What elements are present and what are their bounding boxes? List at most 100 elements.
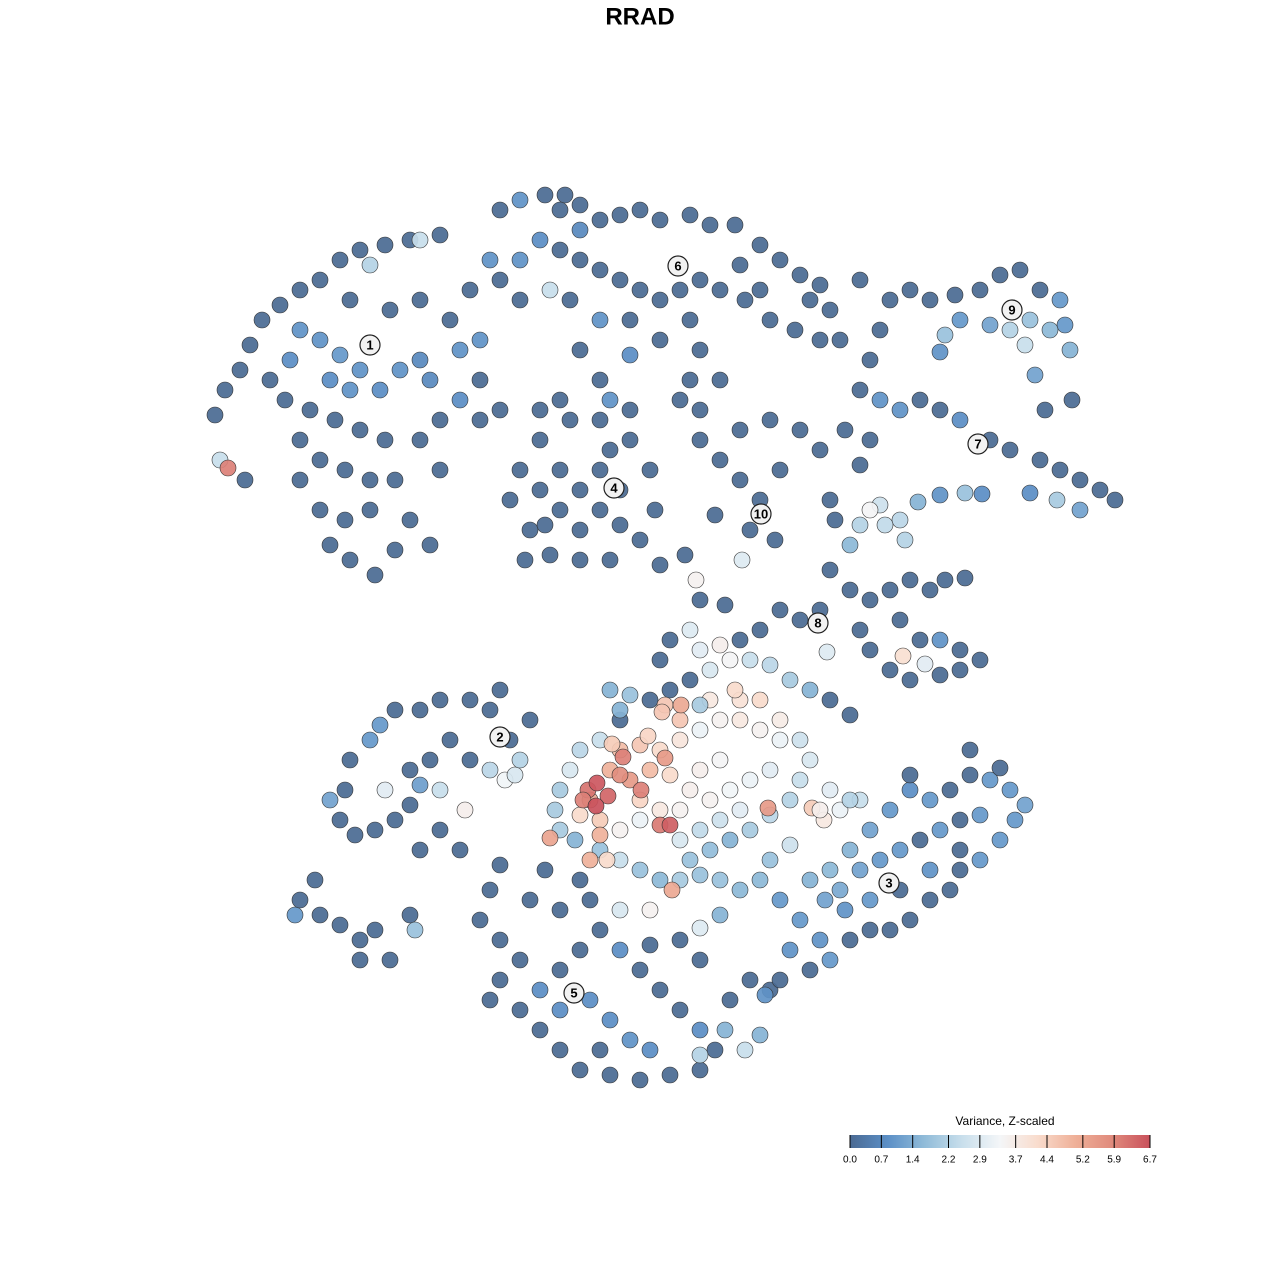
point [411,291,429,309]
point [791,421,809,439]
point [571,521,589,539]
point [1061,341,1079,359]
point [599,787,617,805]
point [921,861,939,879]
point [726,681,744,699]
point [711,451,729,469]
point [721,651,739,669]
point [311,501,329,519]
point [811,441,829,459]
point [761,851,779,869]
point [971,851,989,869]
point [621,686,639,704]
point [851,861,869,879]
point [861,431,879,449]
point [991,831,1009,849]
point [681,311,699,329]
point [641,901,659,919]
point [1026,366,1044,384]
point [598,851,616,869]
point [971,651,989,669]
point [672,696,690,714]
point [701,661,719,679]
point [811,276,829,294]
point [291,471,309,489]
point [311,906,329,924]
point [661,766,679,784]
point [831,801,849,819]
point [691,821,709,839]
point [681,851,699,869]
point [621,311,639,329]
point [761,311,779,329]
point [1091,481,1109,499]
colorbar-tick-label: 0.7 [874,1155,888,1166]
point [219,459,237,477]
point [818,643,836,661]
point [601,441,619,459]
point [751,721,769,739]
point [541,829,559,847]
point [1106,491,1124,509]
point [901,911,919,929]
point [621,1031,639,1049]
point [671,281,689,299]
point [1063,391,1081,409]
point [1021,484,1039,502]
colorbar-tick-label: 6.7 [1143,1155,1157,1166]
point [461,281,479,299]
point [471,371,489,389]
point [646,501,664,519]
point [871,321,889,339]
point [651,211,669,229]
point [836,901,854,919]
cluster-marker [807,612,829,634]
point [731,471,749,489]
point [431,226,449,244]
point [731,881,749,899]
point [891,611,909,629]
point [691,866,709,884]
point [286,906,304,924]
point [791,911,809,929]
cluster-label: 3 [885,875,892,890]
point [632,781,650,799]
point [653,703,671,721]
point [721,991,739,1009]
point [741,821,759,839]
point [291,281,309,299]
point [951,861,969,879]
point [566,831,584,849]
point [551,461,569,479]
point [791,731,809,749]
point [826,511,844,529]
point [781,791,799,809]
point [451,841,469,859]
point [271,296,289,314]
point [541,281,559,299]
point [841,841,859,859]
point [381,301,399,319]
point [1016,796,1034,814]
point [551,201,569,219]
colorbar-tick-label: 5.2 [1076,1155,1090,1166]
point [306,871,324,889]
point [431,781,449,799]
point [911,831,929,849]
point [861,921,879,939]
point [336,461,354,479]
point [291,891,309,909]
point [691,761,709,779]
point [253,311,271,329]
point [401,906,419,924]
point [931,401,949,419]
colorbar-tick-label: 2.9 [973,1155,987,1166]
point [821,861,839,879]
point [651,291,669,309]
point [571,251,589,269]
point [611,766,629,784]
point [911,631,929,649]
point [931,666,949,684]
point [321,791,339,809]
point [691,1046,709,1064]
